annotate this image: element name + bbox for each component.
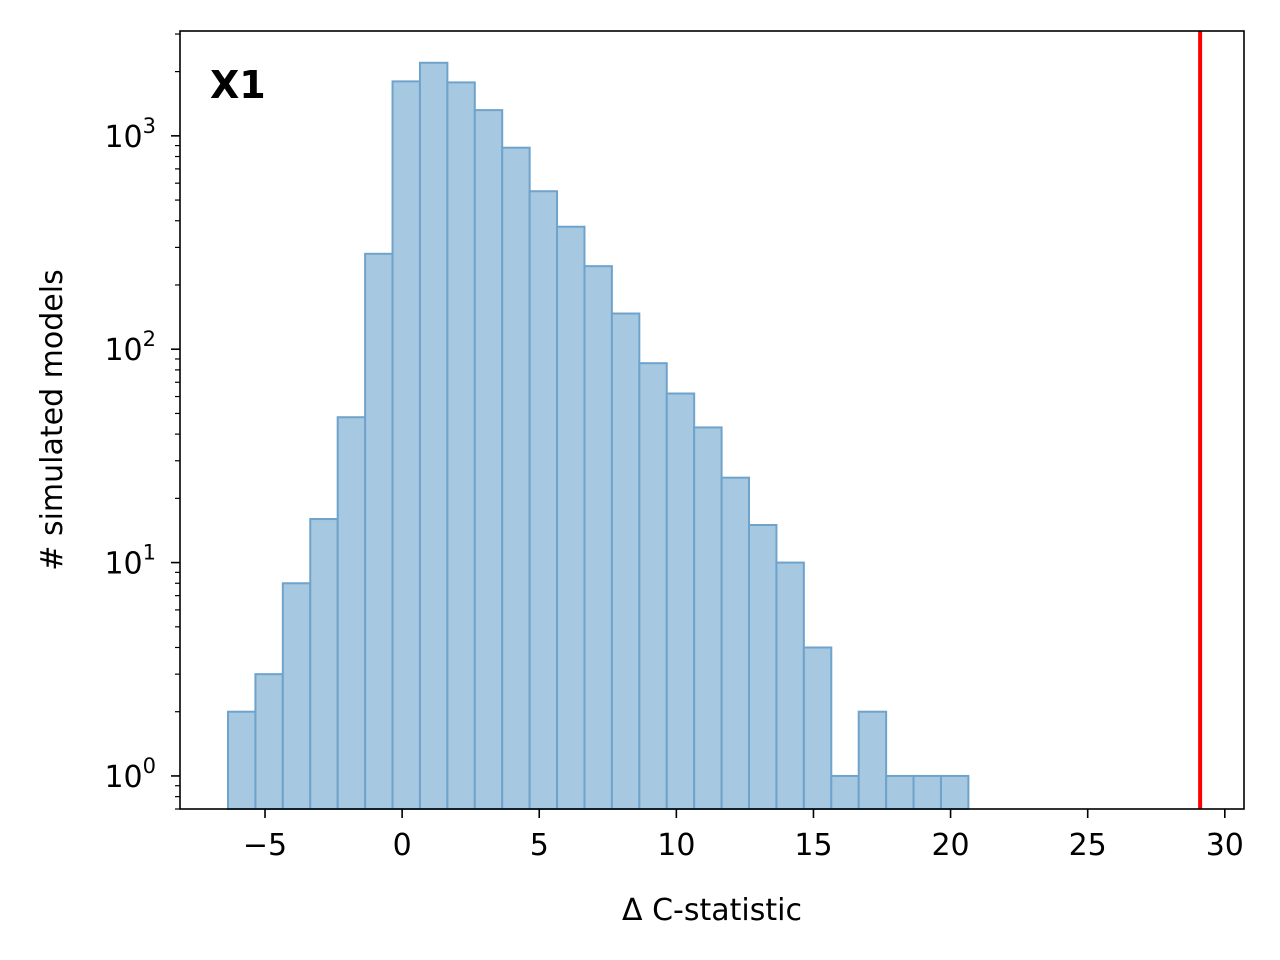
x-tick-label: 5 <box>530 828 549 863</box>
histogram-bar <box>473 109 504 811</box>
x-axis: −5 0 5 10 15 20 25 30 <box>243 809 1244 863</box>
histogram-bar <box>528 190 559 810</box>
y-tick-label: 100 <box>104 754 156 795</box>
x-tick-label: 25 <box>1069 828 1107 863</box>
histogram-bar <box>830 774 860 811</box>
histogram-bar <box>693 426 723 810</box>
histogram-bar <box>583 265 613 810</box>
y-tick-label: 101 <box>104 541 156 582</box>
histogram-bar <box>254 673 284 810</box>
x-tick-label: 10 <box>657 828 695 863</box>
plot-frame <box>179 30 1245 810</box>
y-axis: 100 101 102 103 <box>104 33 180 810</box>
histogram-bar <box>226 710 257 810</box>
histogram-bar <box>309 518 339 811</box>
histogram-bar <box>912 774 942 811</box>
panel-label: X1 <box>210 63 266 107</box>
histogram-bar <box>939 774 970 811</box>
y-axis-label: # simulated models <box>35 269 70 570</box>
histogram-bar <box>501 146 531 811</box>
histogram-bar <box>775 561 805 810</box>
x-tick-label: 0 <box>393 828 412 863</box>
histogram-bar <box>446 81 476 811</box>
y-tick-label: 103 <box>104 114 156 155</box>
histogram-bar <box>638 362 668 810</box>
histogram-bar <box>857 710 888 810</box>
histogram-bar <box>885 774 915 811</box>
y-tick-label: 102 <box>104 327 156 368</box>
x-tick-label: 15 <box>794 828 832 863</box>
x-axis-label: Δ C-statistic <box>622 893 802 928</box>
histogram-bar <box>418 61 449 810</box>
x-tick-label: 30 <box>1206 828 1244 863</box>
histogram-bar <box>748 524 778 811</box>
histogram-bar <box>364 252 394 811</box>
histogram-bar <box>665 392 696 810</box>
x-tick-label: 20 <box>931 828 969 863</box>
histogram-bar <box>610 312 641 810</box>
histogram-bar <box>802 646 833 811</box>
histogram-bar <box>720 476 751 810</box>
x-tick-label: −5 <box>243 828 287 863</box>
histogram-bar <box>391 80 421 810</box>
histogram-bar <box>281 582 312 810</box>
histogram-bar <box>556 225 586 810</box>
histogram-bar <box>336 416 367 810</box>
histogram-bars <box>226 61 970 811</box>
